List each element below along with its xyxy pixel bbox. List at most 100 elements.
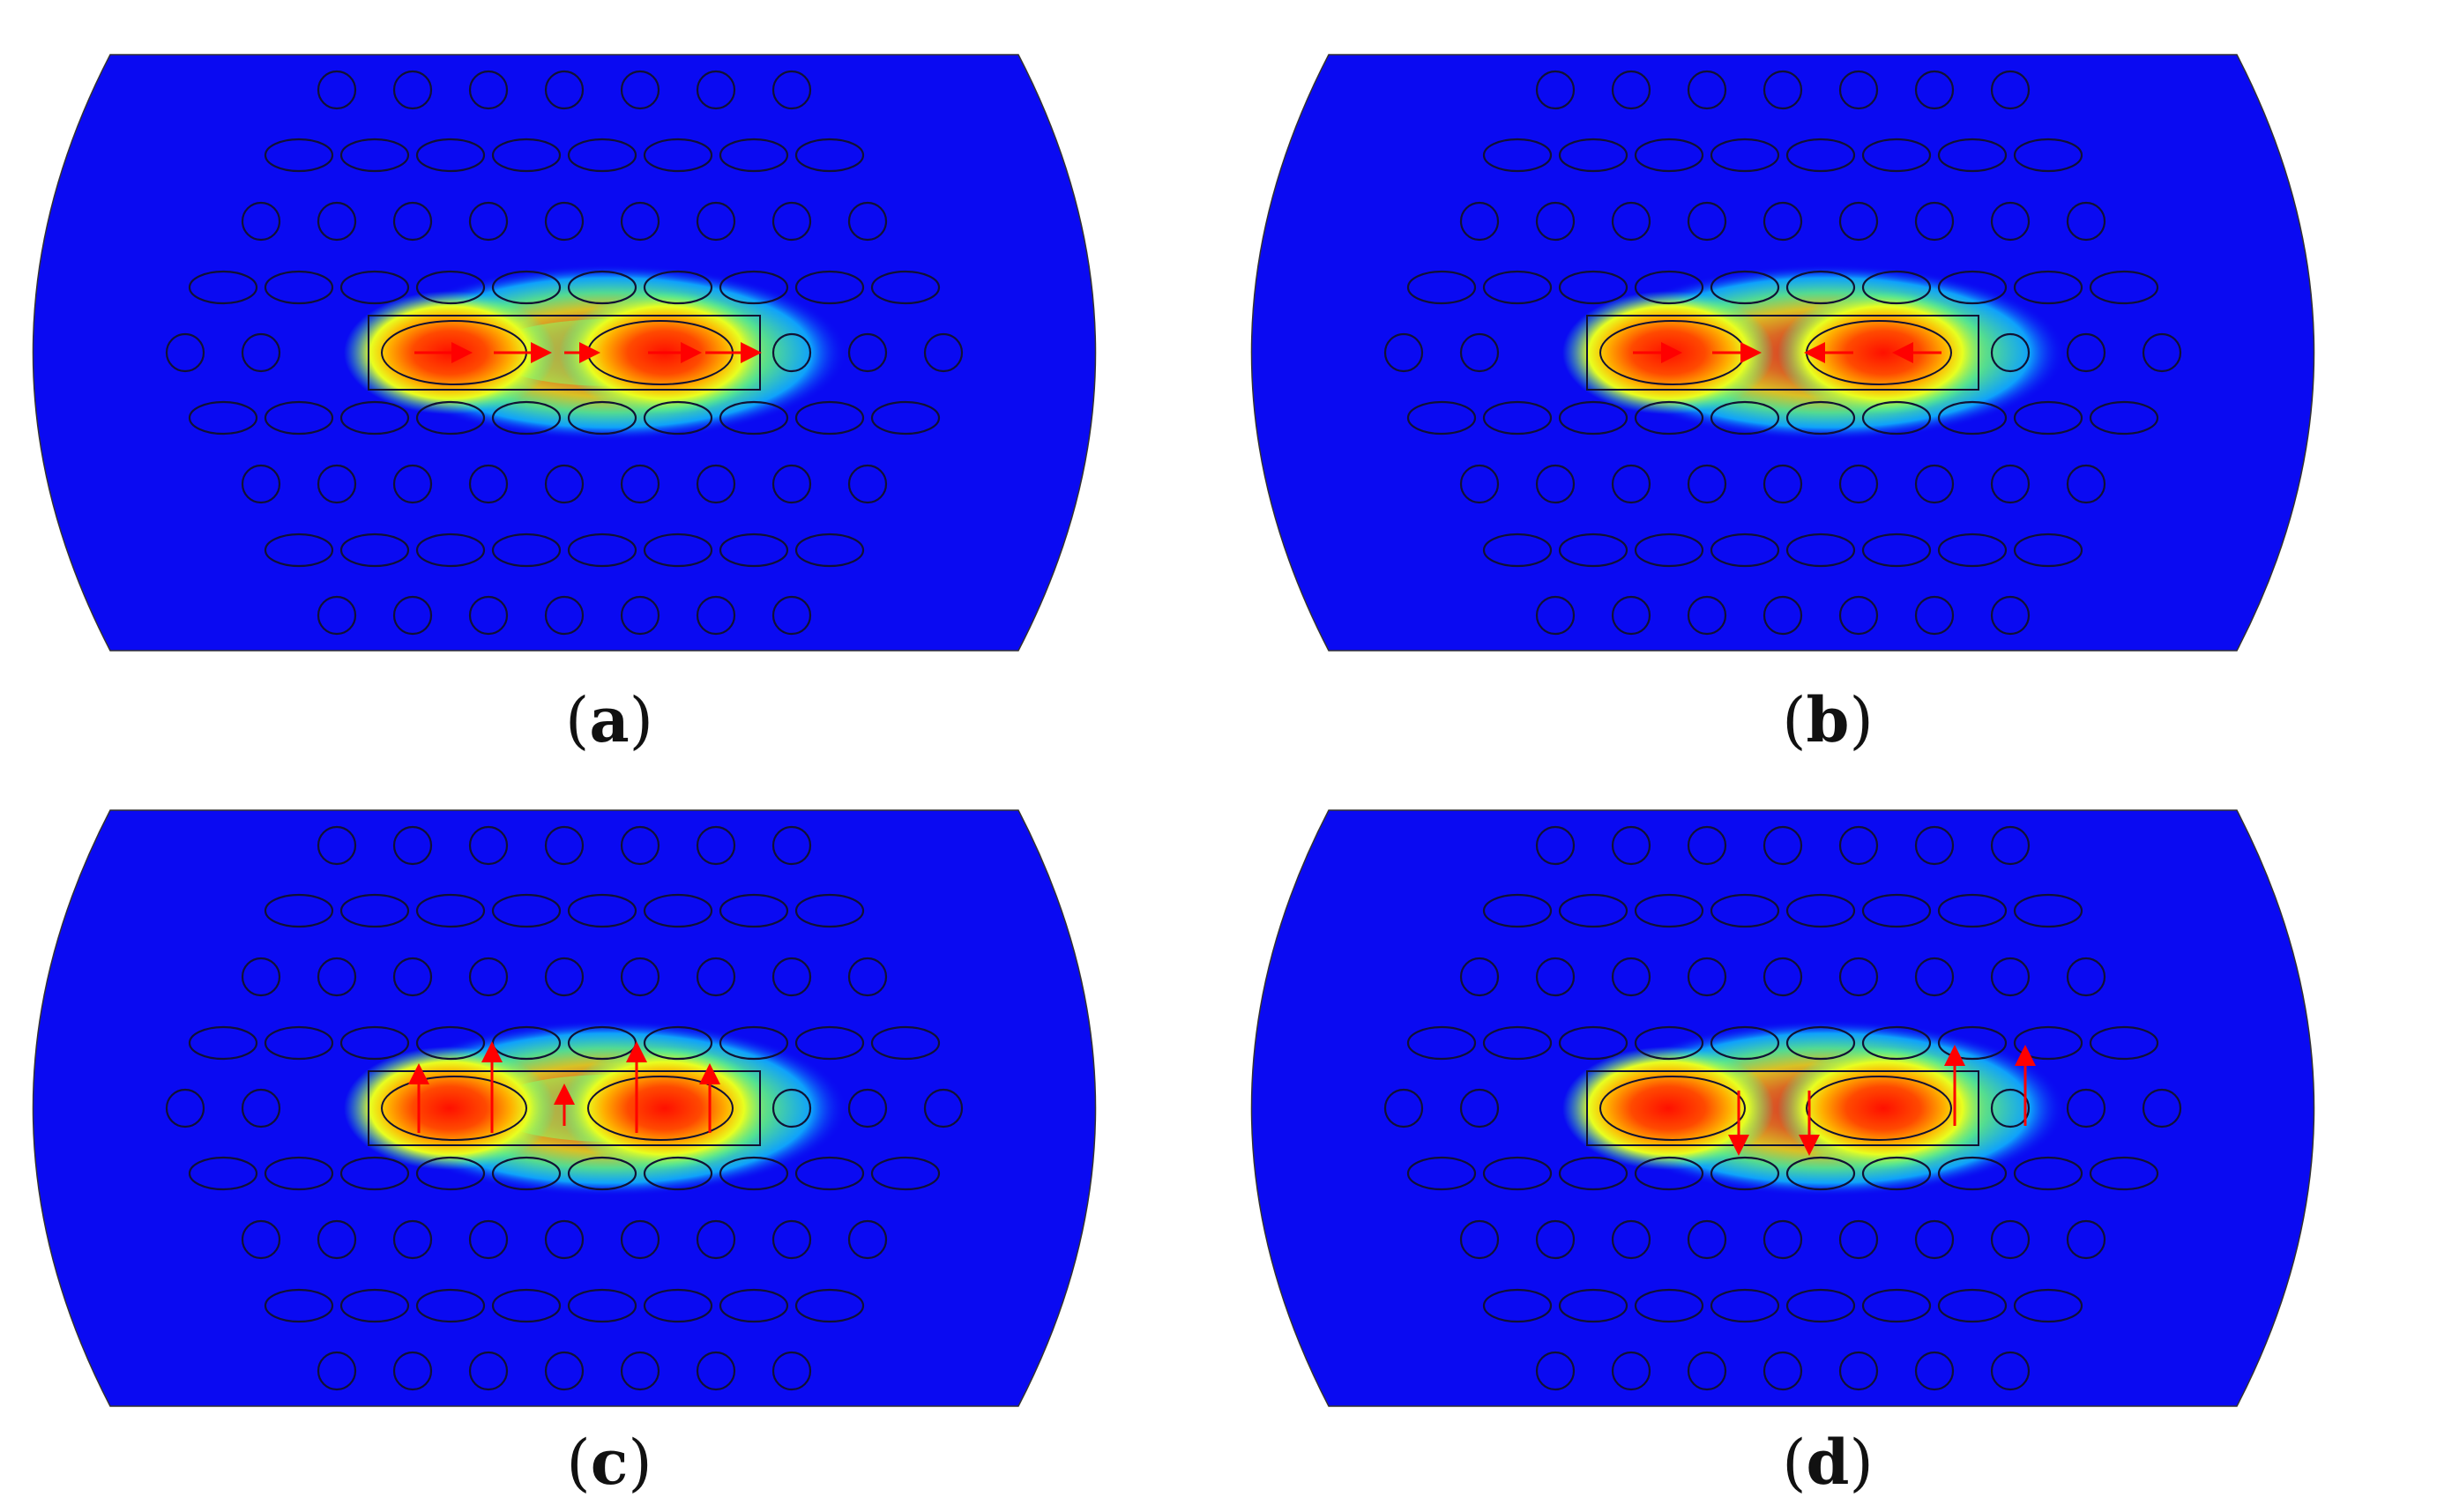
air-hole <box>643 893 713 928</box>
air-hole <box>719 1156 789 1191</box>
air-hole <box>1861 400 1932 436</box>
air-hole <box>567 1288 637 1323</box>
air-hole <box>1535 1219 1576 1260</box>
air-hole <box>719 893 789 928</box>
air-hole <box>2089 400 2159 436</box>
air-hole <box>1710 893 1780 928</box>
air-hole <box>696 70 736 110</box>
air-hole <box>317 1219 357 1260</box>
air-hole <box>1861 533 1932 568</box>
air-hole <box>1535 201 1576 242</box>
air-hole <box>1763 201 1803 242</box>
air-hole <box>643 270 713 305</box>
air-hole <box>1558 1156 1628 1191</box>
field-arrows <box>408 1041 720 1133</box>
air-hole <box>1914 201 1955 242</box>
air-hole <box>2013 533 2083 568</box>
air-hole <box>1558 270 1628 305</box>
air-hole <box>847 957 888 997</box>
air-hole <box>1763 595 1803 636</box>
air-hole <box>794 1156 865 1191</box>
air-hole <box>870 1156 941 1191</box>
air-hole <box>1861 1288 1932 1323</box>
air-hole <box>1914 957 1955 997</box>
air-hole <box>415 533 486 568</box>
air-hole <box>1459 957 1500 997</box>
air-hole <box>317 595 357 636</box>
panel-c: (c) <box>0 756 1218 1511</box>
air-hole <box>1861 1156 1932 1191</box>
air-hole <box>1634 270 1704 305</box>
air-hole <box>719 270 789 305</box>
mode-plot-a <box>32 54 1097 652</box>
core-boundary <box>1586 1070 1979 1146</box>
air-hole <box>1558 1288 1628 1323</box>
air-hole <box>719 400 789 436</box>
air-hole <box>771 957 812 997</box>
air-hole <box>1634 1288 1704 1323</box>
air-hole <box>2089 1156 2159 1191</box>
air-hole <box>1763 825 1803 866</box>
air-hole <box>392 1351 433 1391</box>
air-hole <box>643 1288 713 1323</box>
air-hole <box>1482 400 1553 436</box>
air-hole <box>1990 70 2031 110</box>
air-hole <box>771 595 812 636</box>
air-hole <box>544 595 585 636</box>
air-hole <box>491 1288 562 1323</box>
air-hole <box>2066 1219 2106 1260</box>
air-hole <box>339 1288 410 1323</box>
air-hole <box>1611 1219 1651 1260</box>
field-lobe-right <box>1777 291 1989 414</box>
air-hole <box>1838 1219 1879 1260</box>
air-hole <box>1687 957 1727 997</box>
air-hole <box>264 893 334 928</box>
air-hole <box>1634 533 1704 568</box>
air-hole <box>1937 270 2008 305</box>
air-hole <box>1687 825 1727 866</box>
air-hole <box>1482 893 1553 928</box>
core-ellipse-right <box>1806 1076 1952 1141</box>
air-hole <box>468 464 509 504</box>
air-hole <box>468 201 509 242</box>
air-hole <box>1687 1351 1727 1391</box>
air-hole <box>339 893 410 928</box>
air-hole <box>1710 138 1780 173</box>
air-hole <box>1687 201 1727 242</box>
air-hole <box>1687 70 1727 110</box>
air-hole <box>719 138 789 173</box>
core-ellipse-right <box>587 1076 734 1141</box>
air-hole <box>1558 1025 1628 1061</box>
air-hole <box>696 825 736 866</box>
air-hole <box>2013 1156 2083 1191</box>
air-hole <box>339 1025 410 1061</box>
air-hole <box>241 1088 281 1128</box>
air-hole <box>2089 1025 2159 1061</box>
air-hole <box>415 893 486 928</box>
air-hole <box>264 1288 334 1323</box>
air-hole <box>567 270 637 305</box>
air-hole <box>392 957 433 997</box>
air-hole <box>696 1219 736 1260</box>
air-hole <box>567 533 637 568</box>
mode-plot-b <box>1250 54 2315 652</box>
air-hole <box>847 1219 888 1260</box>
air-hole <box>620 957 660 997</box>
air-hole <box>264 533 334 568</box>
air-hole <box>620 1351 660 1391</box>
air-hole <box>567 1156 637 1191</box>
air-hole <box>620 464 660 504</box>
air-hole <box>544 1351 585 1391</box>
air-hole <box>1459 1088 1500 1128</box>
air-hole <box>1535 957 1576 997</box>
air-hole <box>491 270 562 305</box>
air-hole <box>468 1219 509 1260</box>
air-hole <box>415 138 486 173</box>
air-hole <box>870 1025 941 1061</box>
air-hole <box>1914 595 1955 636</box>
air-hole <box>794 533 865 568</box>
air-hole <box>1990 957 2031 997</box>
air-hole <box>1838 464 1879 504</box>
air-hole <box>317 825 357 866</box>
air-hole <box>317 957 357 997</box>
